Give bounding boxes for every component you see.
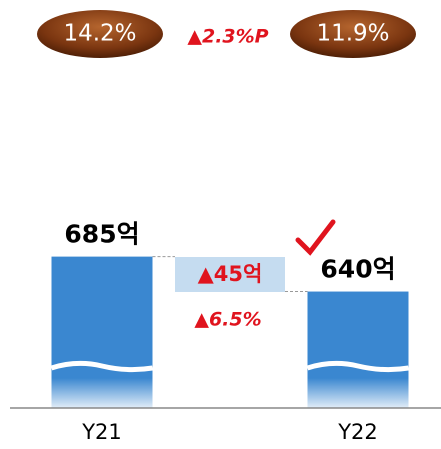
diff-pct: ▲6.5% bbox=[194, 309, 261, 331]
x-tick-label: Y22 bbox=[337, 420, 378, 444]
diff-box bbox=[175, 257, 285, 292]
rate-oval bbox=[37, 10, 163, 58]
check-icon bbox=[295, 219, 336, 256]
rate-oval bbox=[290, 10, 416, 58]
bar-fade bbox=[51, 378, 153, 408]
rate-label: 14.2% bbox=[63, 21, 136, 47]
rate-label: 11.9% bbox=[316, 21, 389, 47]
x-tick-label: Y21 bbox=[81, 420, 122, 444]
bar-break bbox=[50, 360, 153, 373]
bar-fade bbox=[307, 378, 409, 408]
value-label: 685억 bbox=[64, 220, 139, 249]
value-label: 640억 bbox=[320, 255, 395, 284]
rate-change: ▲2.3%P bbox=[187, 26, 268, 48]
bar-break bbox=[306, 360, 409, 373]
diff-label: ▲45억 bbox=[198, 262, 263, 286]
